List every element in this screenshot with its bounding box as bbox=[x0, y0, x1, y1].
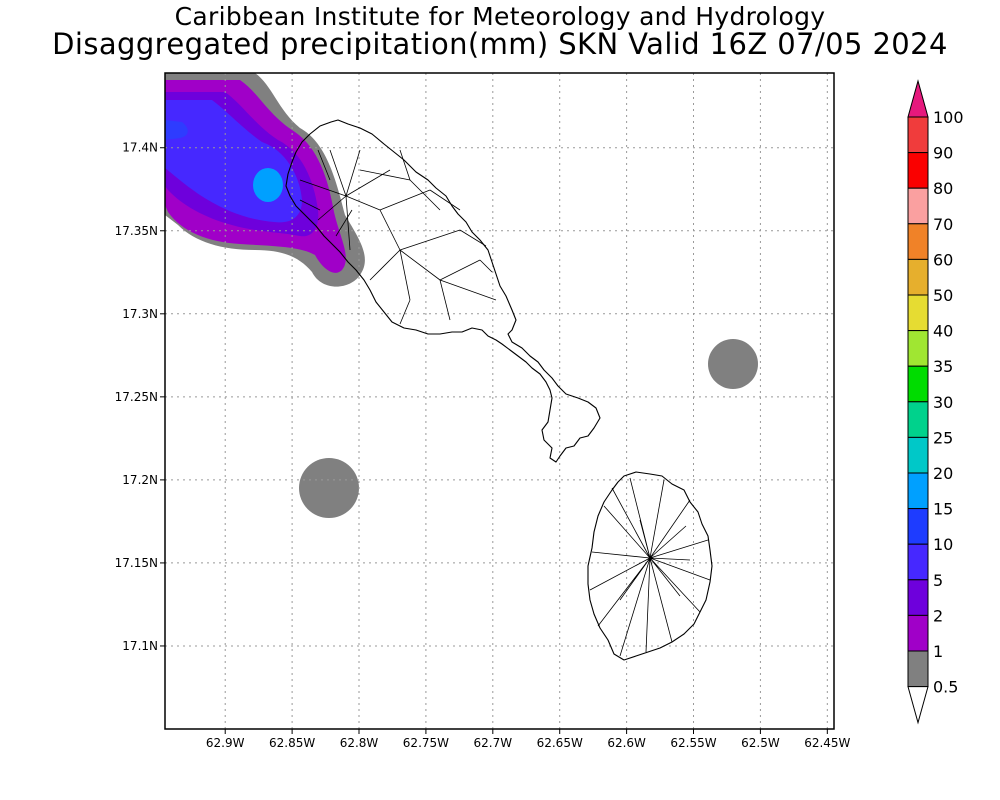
colorbar-label: 100 bbox=[933, 108, 964, 127]
colorbar-swatch bbox=[907, 365, 929, 403]
island-outlines bbox=[285, 119, 713, 661]
colorbar-label: 50 bbox=[933, 286, 953, 305]
colorbar-label: 70 bbox=[933, 215, 953, 234]
tick-label-lon: 62.5W bbox=[741, 736, 780, 750]
tick-label-lon: 62.8W bbox=[340, 736, 379, 750]
colorbar-label: 5 bbox=[933, 571, 943, 590]
chart-title: Caribbean Institute for Meteorology and … bbox=[174, 2, 826, 31]
colorbar-label: 2 bbox=[933, 606, 943, 625]
colorbar-swatch bbox=[907, 116, 929, 154]
tick-label-lon: 62.6W bbox=[607, 736, 646, 750]
colorbar-swatch bbox=[907, 436, 929, 474]
map-frame bbox=[164, 72, 835, 730]
colorbar-label: 10 bbox=[933, 535, 953, 554]
colorbar-label: 40 bbox=[933, 322, 953, 341]
colorbar-swatch bbox=[907, 187, 929, 225]
precip-region-lightblue bbox=[253, 168, 283, 202]
island-saint-kitts-drainage bbox=[299, 149, 497, 325]
colorbar-label: 90 bbox=[933, 144, 953, 163]
colorbar-label: 30 bbox=[933, 393, 953, 412]
chart-subtitle: Disaggregated precipitation(mm) SKN Vali… bbox=[52, 27, 948, 61]
tick-label-lat: 17.2N bbox=[122, 473, 158, 487]
island-nevis bbox=[587, 471, 713, 661]
colorbar-swatch bbox=[907, 472, 929, 510]
colorbar-swatch bbox=[907, 508, 929, 545]
tick-label-lat: 17.35N bbox=[115, 224, 158, 238]
map-grid bbox=[165, 73, 834, 729]
tick-label-lat: 17.15N bbox=[115, 556, 158, 570]
island-nevis-drainage bbox=[589, 477, 711, 657]
colorbar-swatch bbox=[907, 543, 929, 581]
tick-label-lon: 62.9W bbox=[206, 736, 245, 750]
colorbar-under-arrow bbox=[907, 686, 929, 725]
colorbar-swatch bbox=[907, 650, 929, 688]
colorbar-label: 15 bbox=[933, 500, 953, 519]
tick-label-lon: 62.7W bbox=[474, 736, 513, 750]
colorbar-label: 20 bbox=[933, 464, 953, 483]
tick-label-lon: 62.75W bbox=[403, 736, 449, 750]
colorbar-label: 1 bbox=[933, 642, 943, 661]
colorbar-swatch bbox=[907, 294, 929, 332]
colorbar-swatch bbox=[907, 614, 929, 652]
colorbar-label: 35 bbox=[933, 357, 953, 376]
colorbar-swatch bbox=[907, 258, 929, 296]
precip-region-blue-edge bbox=[165, 120, 188, 140]
tick-label-lon: 62.65W bbox=[537, 736, 583, 750]
tick-label-lon: 62.85W bbox=[269, 736, 315, 750]
tick-label-lat: 17.1N bbox=[122, 639, 158, 653]
colorbar-over-arrow bbox=[907, 79, 929, 118]
colorbar-swatch bbox=[907, 579, 929, 616]
precip-cell-grey bbox=[708, 339, 758, 389]
precip-cell-grey bbox=[299, 458, 359, 518]
colorbar: 100 90 80 70 60 50 40 35 30 25 20 15 10 5 2 1 0.5 bbox=[907, 79, 964, 725]
precip-field bbox=[165, 73, 758, 518]
colorbar-swatch bbox=[907, 152, 929, 189]
colorbar-swatch bbox=[907, 401, 929, 438]
tick-label-lon: 62.55W bbox=[670, 736, 716, 750]
colorbar-label: 25 bbox=[933, 428, 953, 447]
colorbar-swatch bbox=[907, 223, 929, 260]
island-saint-kitts bbox=[285, 119, 601, 463]
colorbar-swatch bbox=[907, 330, 929, 367]
colorbar-label: 60 bbox=[933, 250, 953, 269]
colorbar-label: 80 bbox=[933, 179, 953, 198]
map-ticks: 62.9W 62.85W 62.8W 62.75W 62.7W 62.65W 62.6W 62… bbox=[115, 141, 851, 750]
tick-label-lat: 17.4N bbox=[122, 141, 158, 155]
tick-label-lat: 17.25N bbox=[115, 390, 158, 404]
colorbar-min-label: 0.5 bbox=[933, 678, 958, 697]
tick-label-lat: 17.3N bbox=[122, 307, 158, 321]
tick-label-lon: 62.45W bbox=[804, 736, 850, 750]
